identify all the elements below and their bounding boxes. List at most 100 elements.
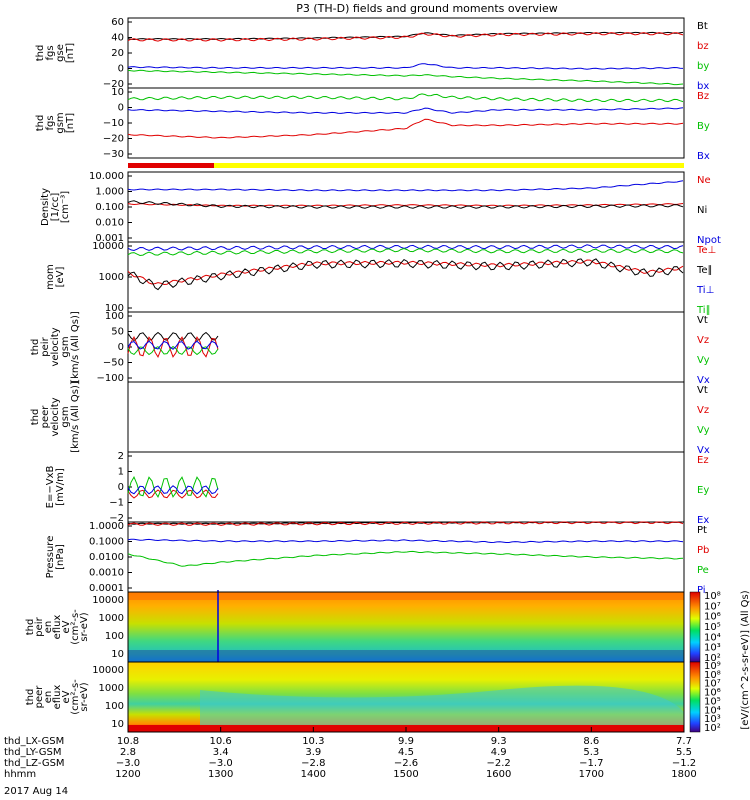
y-tick-label: 1.000 [95,187,124,198]
y-axis-label: (cm²-s- [70,679,81,715]
ephem-value: −2.6 [394,758,418,769]
ephem-row-label: thd_LX-GSM [4,736,64,747]
legend-vt: Vt [697,385,708,396]
peir-spectrogram [127,590,685,663]
series-line-vy [127,345,219,356]
ephem-value: −1.2 [672,758,696,769]
y-axis-label: thd [25,689,36,706]
legend-vy: Vy [697,425,710,436]
y-axis-label: thd [35,115,46,132]
series-line-ti [127,244,684,252]
y-axis-label: thd [25,619,36,636]
y-tick-label: 0.100 [95,202,124,213]
colorbar-tick-label: 10⁶ [704,612,721,623]
ephem-value: −2.8 [301,758,325,769]
legend-te: Te⊥ [696,245,716,256]
ephem-value: −3.0 [209,758,233,769]
legend-ti: Ti⊥ [696,285,714,296]
ephem-row-label: thd_LY-GSM [4,747,61,758]
legend-npot: Npot [697,235,721,246]
panel-frame [127,17,685,89]
ephem-value: 4.5 [398,747,414,758]
y-tick-label: 0.001 [95,233,124,244]
series-line-te [127,258,684,291]
panel-fgs_gse: 60 40 20 0 −20 thd fgs gse [nT] Bt bz by bx [35,17,709,92]
ephem-value: 10.8 [117,736,139,747]
series-line-by [127,93,684,103]
y-axis-label: mom [45,264,56,290]
legend-bz: Bz [697,91,709,102]
y-tick-label: −2 [109,513,124,524]
y-tick-label: −1 [109,498,124,509]
series-line-vz [127,335,219,359]
y-tick-label: 20 [111,48,124,59]
y-axis-label: peir [34,616,45,636]
y-tick-label: 10.000 [89,171,124,182]
colorbar-tick-label: 10³ [704,643,721,654]
y-tick-label: −50 [103,358,124,369]
ephem-value: 5.3 [583,747,599,758]
legend-bx: bx [697,81,709,92]
y-tick-label: −100 [97,373,124,384]
y-tick-label: 1000 [99,683,124,694]
series-line-pi [127,538,684,544]
series-line-te [127,259,684,286]
y-tick-label: −30 [103,149,124,160]
legend-ex: Ex [697,515,709,526]
ephem-value: 1200 [115,769,140,780]
y-axis-label: thd [30,339,41,356]
quality-bar-yellow [214,163,684,168]
axis-peir_eflux: 10000 1000 100 10 thdpeirenefluxeV(cm²-s-sr-… [25,595,124,660]
y-tick-label: 10000 [92,595,124,606]
y-tick-label: 0.0010 [89,568,124,579]
colorbar-tick-label: 10² [704,653,721,664]
y-tick-label: 100 [105,303,124,314]
ephem-value: 10.3 [302,736,324,747]
legend-ti: Ti∥ [696,305,711,316]
legend-bz: bz [697,41,709,52]
y-tick-label: 0 [118,482,124,493]
ephem-row-label: thd_LZ-GSM [4,758,65,769]
ephem-value: 9.9 [398,736,414,747]
y-tick-label: 100 [105,631,124,642]
panel-fgs_gsm: 10 0 −10 −20 −30 thd fgs gsm [nT] Bz By Bx [35,87,710,162]
ephem-value: 1400 [301,769,326,780]
date-label: 2017 Aug 14 [4,786,68,797]
y-axis-label: eflux [52,615,63,640]
y-tick-label: 60 [111,17,124,28]
y-tick-label: 40 [111,33,124,44]
series-line-vx [127,340,219,350]
legend-vx: Vx [697,445,710,456]
y-axis-label: sr-eV) [79,612,90,641]
colorbar-tick-label: 10⁶ [704,688,721,699]
ephem-value: 2.8 [120,747,136,758]
y-tick-label: 10 [111,649,124,660]
series-line-bx [127,107,684,114]
y-tick-label: 0.0001 [89,583,124,594]
ephem-value: 1500 [393,769,418,780]
y-tick-label: 100 [105,701,124,712]
y-tick-label: −20 [103,79,124,90]
legend-bt: Bt [697,21,708,32]
colorbar-tick-label: 10⁹ [704,661,721,672]
series-line-pe [127,550,684,567]
y-tick-label: 0.0100 [89,552,124,563]
colorbar-tick-label: 10² [704,723,721,734]
legend-vz: Vz [697,335,709,346]
legend-pb: Pb [697,545,709,556]
ephem-value: 3.4 [213,747,229,758]
panel-density: 10.000 1.000 0.100 0.010 0.001 Density [1/cc][… [40,171,721,246]
y-axis-label: thd [35,45,46,62]
ephem-value: 1800 [671,769,696,780]
colorbar-label: [eV/(cm^2-s-sr-eV)] (All Qs) [740,590,750,729]
peir-band-top [128,592,684,600]
ephem-value: 5.5 [676,747,692,758]
colorbar-tick-label: 10⁵ [704,696,721,707]
quality-bar [128,163,684,168]
legend-bx: Bx [697,151,710,162]
y-axis-label: en [43,691,54,704]
y-tick-label: 10 [111,719,124,730]
legend-pe: Pe [697,565,709,576]
peer-spectrogram [127,661,685,733]
